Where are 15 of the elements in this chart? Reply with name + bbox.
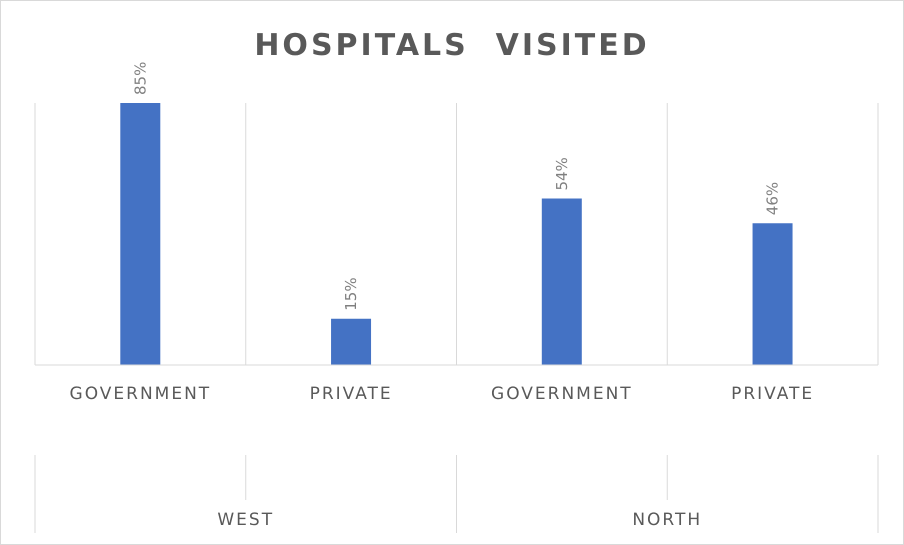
bar (752, 223, 793, 365)
x-tick-label: PRIVATE (731, 384, 814, 404)
data-label: 54% (552, 157, 571, 191)
bar (120, 103, 160, 365)
x-tick-label: GOVERNMENT (70, 384, 212, 404)
data-label: 85% (131, 62, 150, 95)
chart-title: HOSPITALS VISITED (253, 28, 651, 63)
data-label: 15% (342, 277, 360, 311)
text: NORTH (631, 510, 704, 530)
bar (542, 198, 582, 365)
x-tick-label: GOVERNMENT (491, 384, 633, 404)
x-tick-label: PRIVATE (310, 384, 393, 404)
bar (331, 318, 372, 365)
text: WEST (216, 510, 276, 530)
data-label: 46% (764, 182, 782, 216)
